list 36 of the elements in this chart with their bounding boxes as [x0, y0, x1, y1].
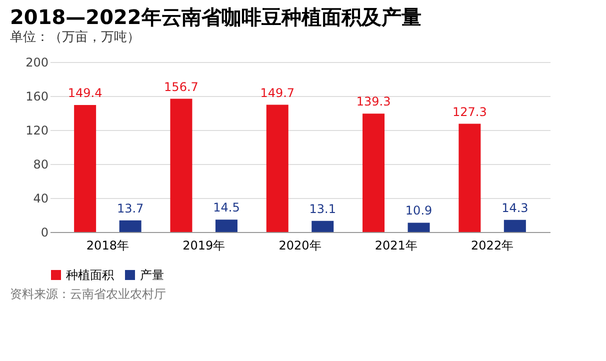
- y-tick-label: 200: [26, 56, 48, 70]
- bar: [119, 220, 142, 232]
- data-label: 14.3: [502, 200, 528, 215]
- data-label: 156.7: [164, 80, 198, 94]
- bar: [458, 124, 481, 232]
- x-tick-label: 2019年: [182, 238, 226, 252]
- x-tick-label: 2020年: [278, 238, 322, 252]
- data-label: 139.3: [356, 94, 391, 109]
- bar: [266, 104, 288, 232]
- x-tick-label: 2022年: [471, 238, 514, 252]
- bar: [312, 220, 334, 232]
- data-label: 13.1: [309, 202, 336, 216]
- data-label: 127.3: [452, 104, 487, 119]
- bar: [215, 220, 238, 232]
- legend-label: 种植面积: [66, 268, 114, 282]
- x-tick-label: 2021年: [374, 238, 418, 252]
- text: 资料来源：云南省农业农村厅: [10, 287, 166, 301]
- y-tick-label: 120: [26, 124, 48, 138]
- y-tick-label: 40: [33, 192, 48, 206]
- legend-label: 产量: [140, 268, 164, 282]
- y-tick-label: 80: [33, 158, 48, 172]
- data-label: 13.7: [116, 201, 144, 216]
- bar: [74, 105, 96, 232]
- data-label: 149.4: [68, 86, 102, 100]
- bar: [362, 114, 385, 232]
- data-label: 10.9: [405, 204, 432, 218]
- data-label: 14.5: [213, 200, 240, 215]
- bar: [170, 98, 192, 232]
- data-label: 149.7: [260, 86, 295, 100]
- chart-title: 2018—2022年云南省咖啡豆种植面积及产量: [10, 5, 422, 29]
- bar: [408, 222, 430, 232]
- chart-subtitle: 单位：（万亩，万吨）: [10, 29, 140, 45]
- y-tick-label: 0: [40, 226, 48, 240]
- x-tick-label: 2018年: [86, 238, 129, 252]
- bar: [504, 220, 526, 232]
- y-tick-label: 160: [26, 90, 48, 104]
